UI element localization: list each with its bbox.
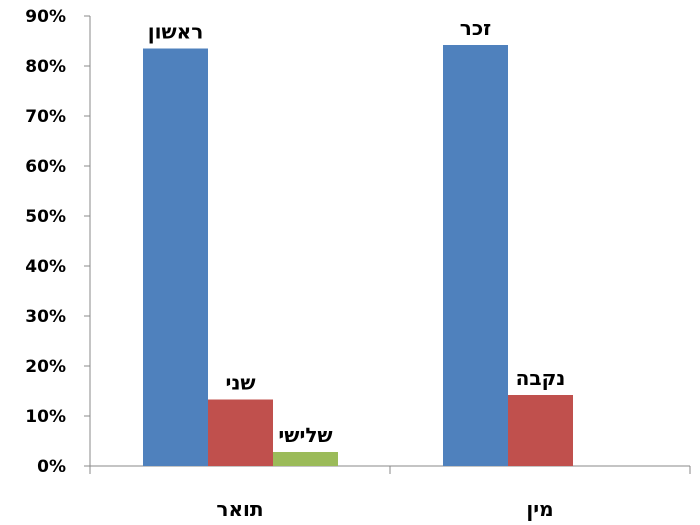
bar-label: נקבה <box>516 366 566 390</box>
bar <box>273 452 338 466</box>
y-tick-label: 60% <box>25 157 66 177</box>
bars <box>143 45 573 466</box>
x-category-label: מין <box>526 497 553 521</box>
y-tick-label: 30% <box>25 307 66 327</box>
bar <box>143 48 208 466</box>
data-labels: ראשון שני שלישי זכר נקבה <box>148 16 566 447</box>
bar-label: שלישי <box>278 423 332 447</box>
y-tick-label: 70% <box>25 107 66 127</box>
y-tick-label: 20% <box>25 357 66 377</box>
x-axis: תואר מין <box>89 465 691 521</box>
y-axis: 0% 10% 20% 30% 40% 50% 60% 70% 80% 90% <box>25 7 91 477</box>
y-tick-label: 80% <box>25 57 66 77</box>
y-tick-label: 90% <box>25 7 66 27</box>
bar-label: זכר <box>460 16 491 40</box>
y-tick-label: 0% <box>37 457 66 477</box>
bar <box>443 45 508 466</box>
bar-label: ראשון <box>148 20 204 44</box>
y-tick-label: 40% <box>25 257 66 277</box>
x-category-label: תואר <box>216 497 263 521</box>
y-tick-label: 10% <box>25 407 66 427</box>
bar <box>208 399 273 466</box>
y-tick-label: 50% <box>25 207 66 227</box>
bar <box>508 395 573 466</box>
bar-label: שני <box>225 371 255 395</box>
